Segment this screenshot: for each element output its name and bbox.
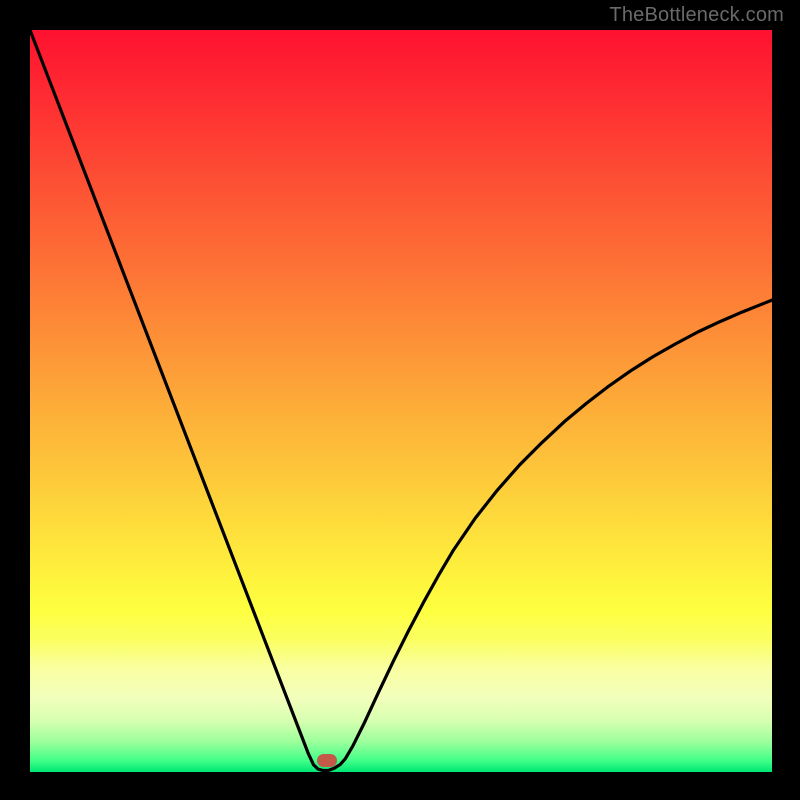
watermark-text: TheBottleneck.com [609, 4, 784, 27]
plot-area [30, 30, 772, 772]
bottleneck-curve [30, 30, 772, 772]
optimum-marker [317, 754, 337, 767]
